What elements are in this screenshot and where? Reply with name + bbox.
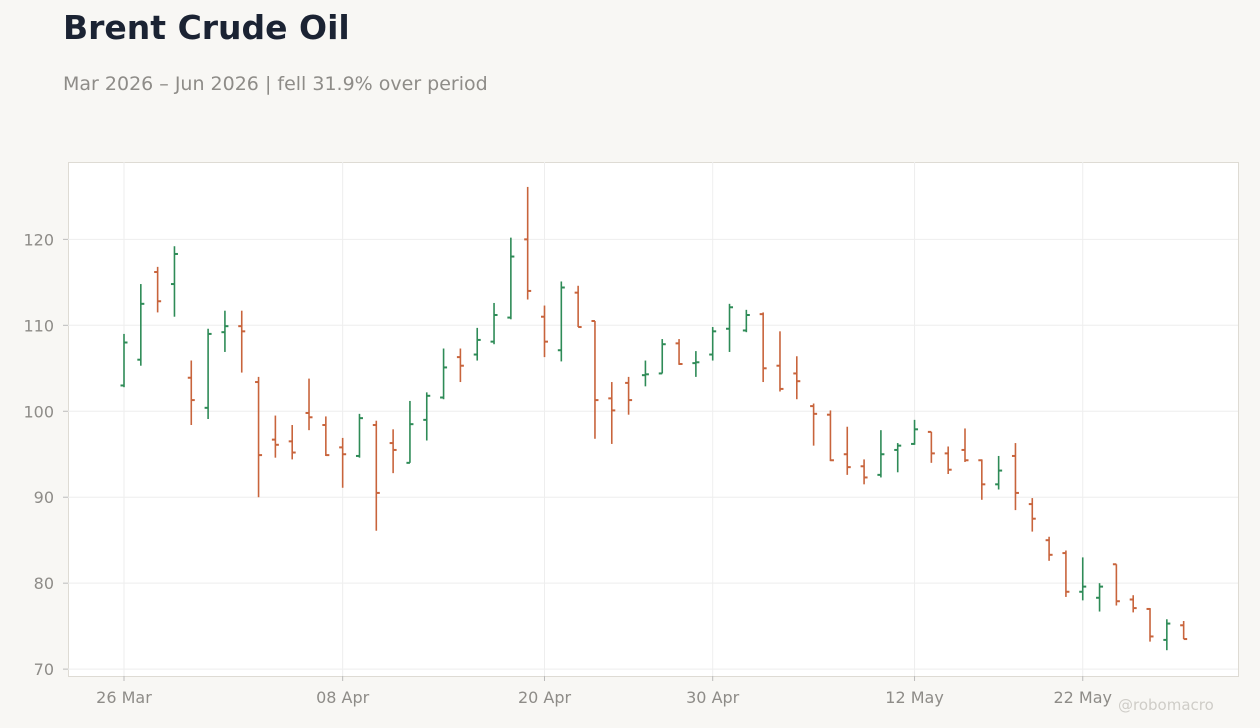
ohlc-bar	[456, 348, 464, 383]
ohlc-bar	[355, 413, 363, 458]
ohlc-bar	[406, 400, 414, 464]
ohlc-bar	[675, 339, 683, 365]
x-axis: 26 Mar 08 Apr 20 Apr 30 Apr 12 May 22 May	[96, 676, 1112, 707]
y-tick-label: 100	[23, 402, 54, 421]
ohlc-bar	[541, 305, 548, 358]
x-tick-label: 12 May	[885, 688, 944, 707]
ohlc-bar	[978, 459, 986, 500]
ohlc-bar	[440, 348, 448, 400]
ohlc-bar	[339, 437, 347, 488]
ohlc-bar	[826, 410, 834, 462]
ohlc-bar	[995, 455, 1003, 490]
ohlc-bar	[170, 246, 178, 317]
ohlc-bar	[1079, 557, 1087, 601]
ohlc-bar	[271, 415, 279, 458]
x-tick-label: 26 Mar	[96, 688, 152, 707]
y-tick-label: 110	[23, 316, 54, 335]
ohlc-bar	[608, 382, 616, 444]
ohlc-bar	[742, 309, 750, 333]
y-tick-label: 80	[34, 574, 54, 593]
ohlc-bar	[877, 430, 885, 478]
y-axis: 70 80 90 100 110 120	[23, 230, 68, 679]
ohlc-bar	[911, 419, 919, 445]
ohlc-bar	[709, 327, 717, 361]
ohlc-bar	[894, 443, 902, 473]
ohlc-bar	[221, 310, 229, 352]
ohlc-bar	[1180, 620, 1188, 641]
x-tick-label: 08 Apr	[316, 688, 370, 707]
x-tick-label: 22 May	[1053, 688, 1112, 707]
ohlc-bar	[1112, 563, 1120, 606]
ohlc-bar	[726, 303, 734, 352]
ohlc-bar	[204, 328, 212, 419]
ohlc-bar	[776, 331, 784, 392]
ohlc-bar	[961, 428, 969, 462]
ohlc-bar	[1062, 550, 1070, 597]
plot-area	[68, 162, 1239, 677]
ohlc-bar	[187, 360, 195, 426]
ohlc-bar	[1028, 498, 1036, 532]
watermark: @robomacro	[1118, 696, 1214, 714]
ohlc-bar	[1129, 595, 1137, 613]
y-tick-label: 90	[34, 488, 54, 507]
ohlc-bar	[557, 281, 565, 362]
ohlc-bar	[658, 339, 666, 375]
ohlc-bar	[1045, 536, 1053, 561]
ohlc-bar	[843, 426, 851, 475]
ohlc-bar	[1011, 443, 1019, 511]
ohlc-bar	[574, 285, 582, 329]
ohlc-bar	[1163, 619, 1171, 651]
ohlc-bar	[810, 403, 818, 446]
x-gridlines	[123, 162, 1084, 676]
x-tick-label: 30 Apr	[686, 688, 740, 707]
ohlc-bar	[507, 237, 515, 320]
ohlc-bar	[137, 284, 145, 366]
chart-title: Brent Crude Oil	[63, 8, 350, 47]
ohlc-bar	[641, 360, 649, 387]
ohlc-bar	[860, 459, 868, 485]
ohlc-bar	[255, 376, 263, 498]
ohlc-bar	[793, 356, 801, 400]
x-tick-label: 20 Apr	[518, 688, 572, 707]
ohlc-bar	[524, 186, 532, 300]
chart-subtitle: Mar 2026 – Jun 2026 | fell 31.9% over pe…	[63, 73, 488, 95]
ohlc-bar	[322, 416, 330, 457]
ohlc-bar	[591, 320, 599, 439]
ohlc-bar	[120, 333, 128, 388]
ohlc-bars	[120, 186, 1188, 651]
ohlc-bar	[759, 312, 767, 383]
ohlc-bar	[944, 446, 952, 475]
ohlc-bar	[288, 425, 296, 460]
ohlc-bar	[423, 392, 431, 441]
ohlc-bar	[238, 310, 246, 373]
ohlc-bar	[154, 266, 162, 313]
ohlc-bar	[372, 420, 380, 531]
ohlc-bar	[490, 302, 498, 345]
y-gridlines	[68, 238, 1238, 670]
ohlc-bar	[389, 429, 397, 474]
y-tick-label: 120	[23, 230, 54, 249]
y-tick-label: 70	[34, 660, 54, 679]
ohlc-bar	[305, 378, 313, 431]
ohlc-bar	[927, 430, 935, 463]
ohlc-bar	[625, 376, 633, 415]
ohlc-bar	[473, 327, 481, 361]
ohlc-bar	[1096, 583, 1104, 612]
ohlc-bar	[692, 351, 700, 377]
ohlc-bar	[1146, 607, 1154, 642]
